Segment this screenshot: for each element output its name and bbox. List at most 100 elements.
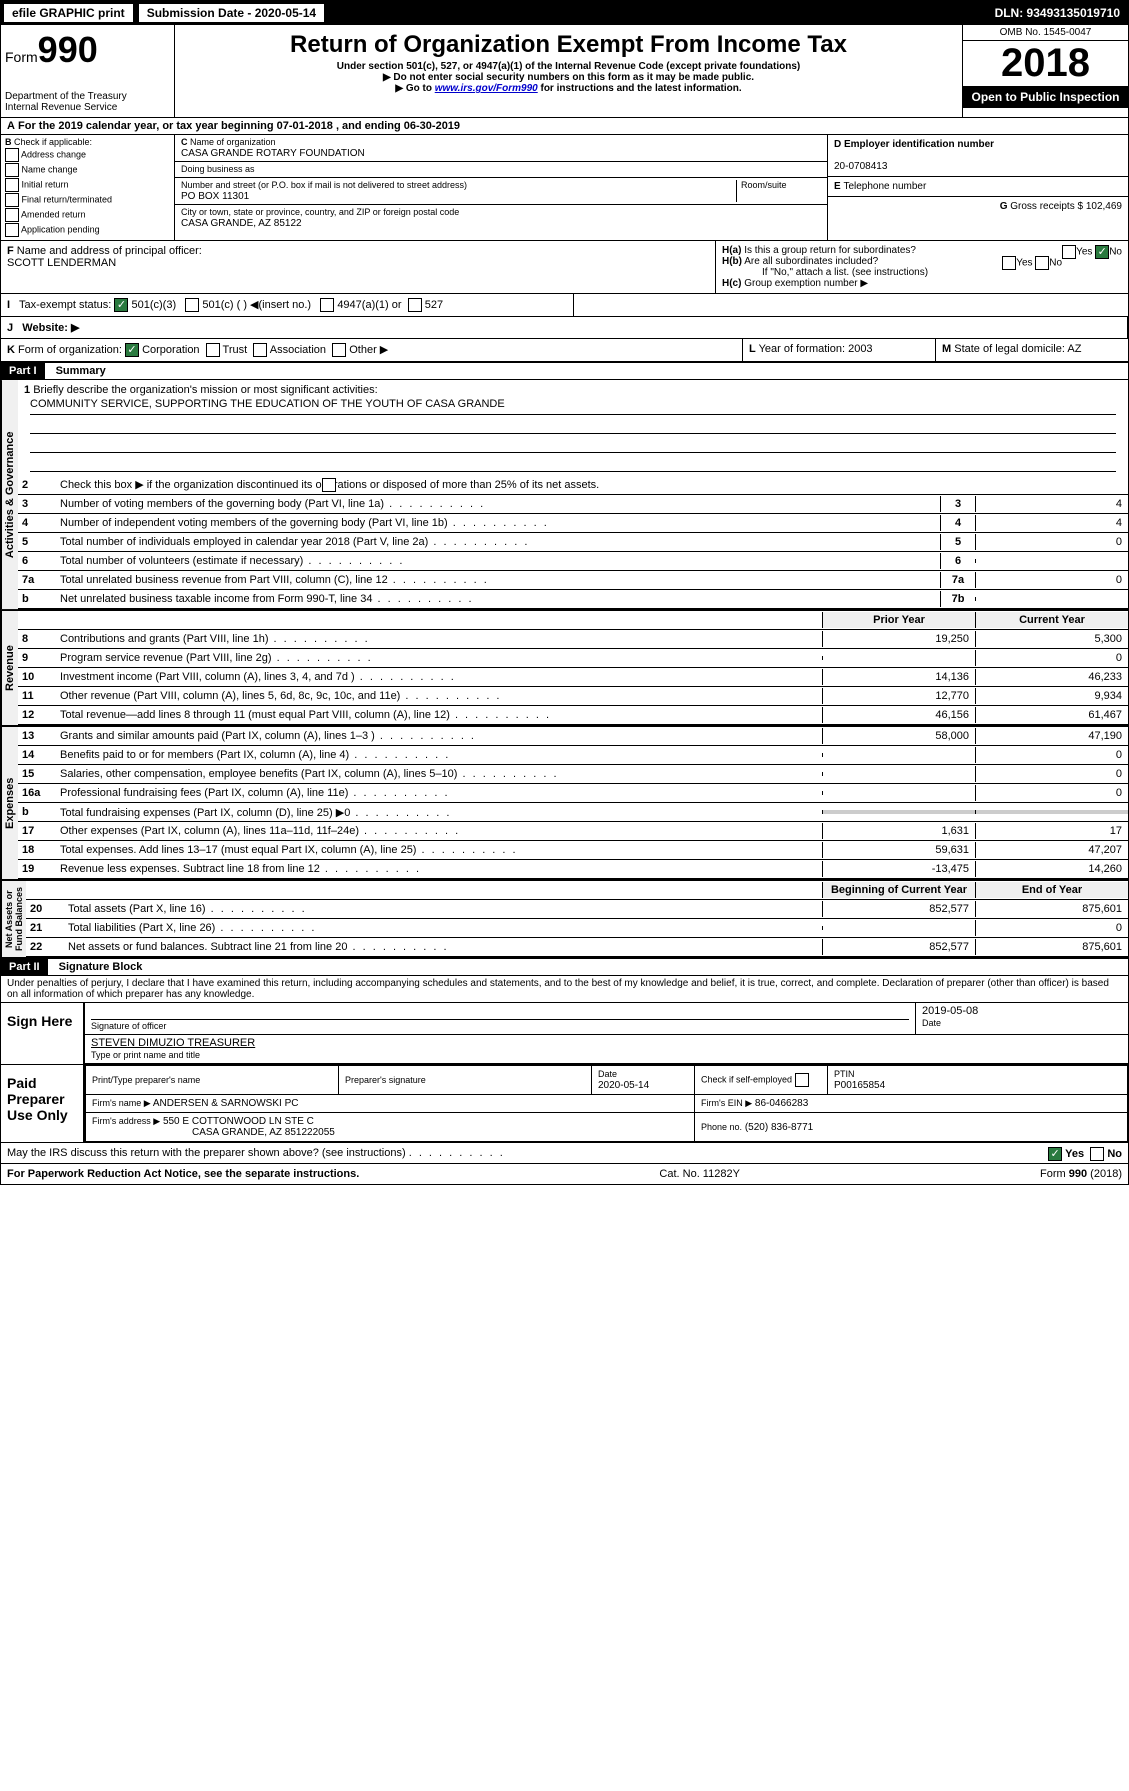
irs-link[interactable]: www.irs.gov/Form990: [435, 83, 538, 94]
ein-value: 20-0708413: [834, 161, 887, 172]
chk-discontinued[interactable]: [322, 478, 336, 492]
vlabel-revenue: Revenue: [1, 611, 18, 725]
sign-here: Sign Here: [1, 1003, 83, 1064]
form-990: 990: [38, 29, 98, 70]
col-current: Current Year: [975, 612, 1128, 628]
opt-amended: Amended return: [21, 209, 86, 219]
opt-initial: Initial return: [22, 179, 69, 189]
summary-line: 3Number of voting members of the governi…: [18, 495, 1128, 514]
submission-date: Submission Date - 2020-05-14: [138, 3, 325, 23]
vlabel-governance: Activities & Governance: [1, 380, 18, 609]
efile-label[interactable]: efile GRAPHIC print: [3, 3, 134, 23]
hb-no[interactable]: [1035, 256, 1049, 270]
year-formation: 2003: [848, 343, 872, 355]
tax-status-label: Tax-exempt status:: [19, 299, 111, 311]
ha-yes[interactable]: [1062, 245, 1076, 259]
firm-ein: 86-0466283: [755, 1098, 808, 1109]
chk-501c[interactable]: [185, 298, 199, 312]
discuss-question: May the IRS discuss this return with the…: [7, 1147, 406, 1159]
box-g: G Gross receipts $ 102,469: [828, 197, 1128, 216]
summary-line: 16aProfessional fundraising fees (Part I…: [18, 784, 1128, 803]
discuss-no[interactable]: [1090, 1147, 1104, 1161]
self-emp-label: Check if self-employed: [701, 1075, 792, 1085]
ptin-value: P00165854: [834, 1080, 885, 1091]
prep-date: 2020-05-14: [598, 1080, 649, 1091]
row-a: A For the 2019 calendar year, or tax yea…: [1, 118, 1128, 135]
firm-name: ANDERSEN & SARNOWSKI PC: [153, 1098, 299, 1109]
chk-501c3[interactable]: [114, 298, 128, 312]
summary-line: 17Other expenses (Part IX, column (A), l…: [18, 822, 1128, 841]
hb-yes[interactable]: [1002, 256, 1016, 270]
summary-line: 15Salaries, other compensation, employee…: [18, 765, 1128, 784]
q1: Briefly describe the organization's miss…: [33, 384, 377, 396]
form-title: Return of Organization Exempt From Incom…: [179, 31, 958, 59]
dln-label: DLN: 93493135019710: [987, 4, 1128, 22]
domicile-state: AZ: [1067, 343, 1081, 355]
omb-number: OMB No. 1545-0047: [963, 25, 1128, 41]
chk-trust[interactable]: [206, 343, 220, 357]
mission-text: COMMUNITY SERVICE, SUPPORTING THE EDUCAT…: [30, 396, 1116, 415]
ha-no[interactable]: [1095, 245, 1109, 259]
chk-pending[interactable]: [5, 223, 19, 237]
phone-label: Telephone number: [843, 181, 926, 192]
ptin-label: PTIN: [834, 1069, 855, 1079]
chk-self-employed[interactable]: [795, 1073, 809, 1087]
mission-blank: [30, 434, 1116, 453]
opt-final: Final return/terminated: [22, 194, 113, 204]
summary-line: 10Investment income (Part VIII, column (…: [18, 668, 1128, 687]
firm-phone: (520) 836-8771: [745, 1122, 813, 1133]
chk-address[interactable]: [5, 148, 19, 162]
summary-line: 18Total expenses. Add lines 13–17 (must …: [18, 841, 1128, 860]
chk-amended[interactable]: [5, 208, 19, 222]
chk-name[interactable]: [5, 163, 19, 177]
opt-527: 527: [425, 299, 443, 311]
summary-line: 4Number of independent voting members of…: [18, 514, 1128, 533]
tax-year: 2018: [963, 41, 1128, 86]
chk-initial[interactable]: [5, 178, 19, 192]
firm-phone-label: Phone no.: [701, 1122, 742, 1132]
summary-line: 12Total revenue—add lines 8 through 11 (…: [18, 706, 1128, 725]
paid-preparer: Paid Preparer Use Only: [1, 1065, 83, 1142]
vlabel-netassets: Net Assets or Fund Balances: [1, 881, 26, 957]
goto-pre: ▶ Go to: [395, 83, 434, 94]
opt-pending: Application pending: [21, 224, 100, 234]
hb-label: Are all subordinates included?: [744, 256, 878, 267]
year-box: OMB No. 1545-0047 2018 Open to Public In…: [962, 25, 1128, 117]
addr-label: Number and street (or P.O. box if mail i…: [181, 180, 467, 190]
opt-501c3: 501(c)(3): [132, 299, 177, 311]
opt-4947: 4947(a)(1) or: [337, 299, 401, 311]
footer-form: Form 990 (2018): [1040, 1168, 1122, 1180]
chk-other[interactable]: [332, 343, 346, 357]
box-f: F Name and address of principal officer:…: [1, 241, 716, 293]
col-prior: Prior Year: [822, 612, 975, 628]
chk-corp[interactable]: [125, 343, 139, 357]
discuss-yes[interactable]: [1048, 1147, 1062, 1161]
firm-ein-label: Firm's EIN ▶: [701, 1098, 752, 1108]
col-begin: Beginning of Current Year: [822, 882, 975, 898]
summary-line: 5Total number of individuals employed in…: [18, 533, 1128, 552]
no-lbl: No: [1109, 247, 1122, 258]
no-text: No: [1107, 1148, 1122, 1160]
chk-final[interactable]: [5, 193, 19, 207]
title-box: Return of Organization Exempt From Incom…: [175, 25, 962, 117]
chk-assoc[interactable]: [253, 343, 267, 357]
form-word: Form: [5, 49, 38, 65]
summary-line: bNet unrelated business taxable income f…: [18, 590, 1128, 609]
room-label: Room/suite: [741, 180, 787, 190]
tax-year-range: For the 2019 calendar year, or tax year …: [18, 120, 460, 132]
open-inspection: Open to Public Inspection: [963, 86, 1128, 108]
firm-name-label: Firm's name ▶: [92, 1098, 151, 1108]
top-bar: efile GRAPHIC print Submission Date - 20…: [1, 1, 1128, 25]
form-org-label: Form of organization:: [18, 344, 122, 356]
perjury-text: Under penalties of perjury, I declare th…: [1, 976, 1128, 1003]
summary-line: 8Contributions and grants (Part VIII, li…: [18, 630, 1128, 649]
date-label: Date: [922, 1018, 941, 1028]
gross-label: Gross receipts $: [1010, 201, 1083, 212]
box-b: B Check if applicable: Address change Na…: [1, 135, 175, 240]
chk-527[interactable]: [408, 298, 422, 312]
name-label: Name of organization: [190, 137, 276, 147]
chk-4947[interactable]: [320, 298, 334, 312]
firm-addr2: CASA GRANDE, AZ 851222055: [92, 1127, 335, 1138]
form-number-box: Form990 Department of the Treasury Inter…: [1, 25, 175, 117]
opt-name: Name change: [22, 164, 78, 174]
